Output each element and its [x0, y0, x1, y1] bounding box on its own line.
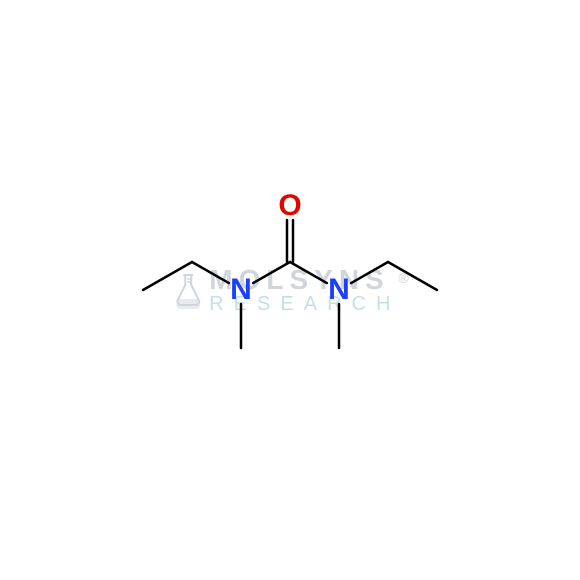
bond	[253, 262, 290, 283]
bond	[351, 262, 388, 283]
bond	[143, 262, 192, 290]
bond	[388, 262, 437, 290]
atom-label-n: N	[230, 273, 252, 307]
bond	[290, 262, 327, 283]
atom-label-o: O	[278, 189, 301, 223]
molecular-structure	[0, 0, 580, 580]
diagram-canvas: MOLSYNS RESEARCH ® ONN	[0, 0, 580, 580]
atom-label-n: N	[328, 273, 350, 307]
bond	[192, 262, 229, 283]
